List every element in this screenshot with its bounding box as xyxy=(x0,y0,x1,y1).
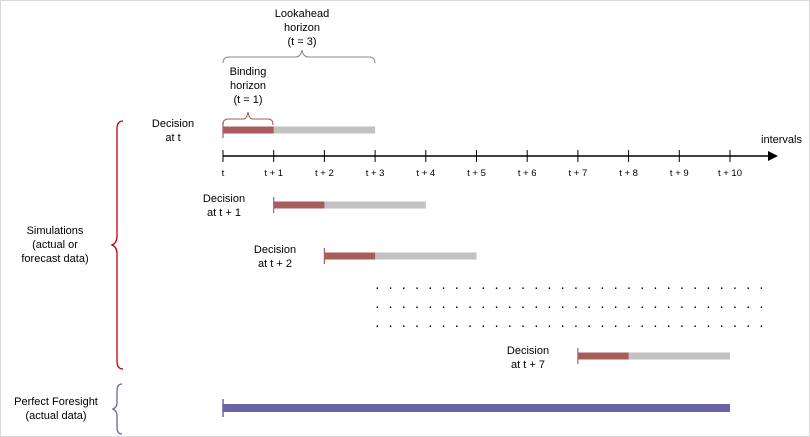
binding-brace xyxy=(222,111,274,126)
lookahead-bar xyxy=(223,126,376,134)
axis-tick-label: t + 6 xyxy=(518,168,537,179)
perfect-foresight-line-1: Perfect Foresight xyxy=(14,396,98,408)
axis-ticks: t t + 1 t + 2 t + 3 t + 4 t + 5 t + 6 t + 7 t + … xyxy=(222,150,742,179)
decision-row: Decision at t xyxy=(152,118,376,144)
lookahead-bar xyxy=(324,252,477,260)
simulations-line-1: Simulations xyxy=(27,225,84,237)
binding-bar xyxy=(324,252,376,260)
binding-bar xyxy=(273,201,325,209)
ellipsis-row-2: . . . . . . . . . . . . . . . . . . . . … xyxy=(374,298,765,311)
lookahead-brace xyxy=(222,49,376,64)
axis-arrow-icon xyxy=(768,151,778,161)
decision-row: Decision at t + 1 xyxy=(203,193,426,219)
simulations-label: Simulations (actual or forecast data) xyxy=(21,225,88,265)
axis-tick-label: t + 4 xyxy=(416,168,435,179)
decision-label: at t xyxy=(165,132,180,144)
binding-horizon-label: Binding horizon (t = 1) xyxy=(230,66,267,106)
time-axis: intervals t t + 1 t + 2 t + 3 t + 4 t + 5 t + … xyxy=(222,134,803,179)
axis-tick-label: t + 2 xyxy=(315,168,334,179)
lookahead-bar xyxy=(273,201,426,209)
axis-tick-label: t + 3 xyxy=(366,168,385,179)
perfect-foresight-brace xyxy=(111,383,123,435)
simulations-line-3: forecast data) xyxy=(21,253,88,265)
decision-label: Decision xyxy=(254,244,296,256)
binding-bar xyxy=(577,352,629,360)
ellipsis: . . . . . . . . . . . . . . . . . . . . … xyxy=(374,279,765,330)
axis-tick-label: t + 8 xyxy=(619,168,638,179)
decision-label: Decision xyxy=(152,118,194,130)
perfect-foresight-bar-group xyxy=(222,399,730,417)
axis-tick-label: t + 1 xyxy=(264,168,283,179)
decision-row: Decision at t + 7 xyxy=(507,345,730,371)
axis-label: intervals xyxy=(761,134,802,146)
perfect-foresight-bar xyxy=(223,404,730,412)
axis-tick-label: t + 9 xyxy=(670,168,689,179)
decision-label: at t + 1 xyxy=(207,207,241,219)
axis-tick-label: t + 7 xyxy=(569,168,588,179)
lookahead-horizon-label: Lookahead horizon (t = 3) xyxy=(275,8,329,48)
binding-line-1: Binding xyxy=(230,66,267,78)
lookahead-bar xyxy=(577,352,730,360)
perfect-foresight-line-2: (actual data) xyxy=(25,410,86,422)
axis-tick-label: t xyxy=(222,168,225,179)
axis-tick-label: t + 10 xyxy=(718,168,742,179)
simulations-brace xyxy=(110,120,124,370)
lookahead-line-2: horizon xyxy=(284,22,320,34)
binding-line-2: horizon xyxy=(230,80,266,92)
ellipsis-row-1: . . . . . . . . . . . . . . . . . . . . … xyxy=(374,279,765,292)
perfect-foresight-label: Perfect Foresight (actual data) xyxy=(14,396,98,422)
axis-tick-label: t + 5 xyxy=(467,168,486,179)
lookahead-line-3: (t = 3) xyxy=(287,36,316,48)
decision-row: Decision at t + 2 xyxy=(254,244,477,270)
simulations-line-2: (actual or xyxy=(32,239,78,251)
lookahead-line-1: Lookahead xyxy=(275,8,329,20)
binding-bar xyxy=(223,126,274,134)
decision-label: at t + 7 xyxy=(511,359,545,371)
decision-label: Decision xyxy=(507,345,549,357)
ellipsis-row-3: . . . . . . . . . . . . . . . . . . . . … xyxy=(374,317,765,330)
decision-bars: Decision at t Decision at t + 1 Decision at t… xyxy=(152,118,730,371)
decision-label: at t + 2 xyxy=(258,258,292,270)
decision-label: Decision xyxy=(203,193,245,205)
binding-line-3: (t = 1) xyxy=(233,94,262,106)
